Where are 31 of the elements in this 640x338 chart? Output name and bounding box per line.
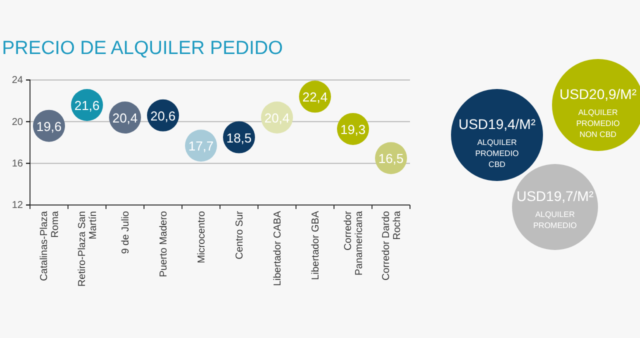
data-label: 20,4	[264, 110, 290, 126]
data-label: 20,4	[112, 110, 138, 126]
text: USD19,4/M²	[458, 116, 536, 132]
y-tick-label: 20	[12, 116, 24, 128]
x-tick-label: Corredor Panamericana	[343, 210, 365, 276]
chart-title: PRECIO DE ALQUILER PEDIDO	[2, 38, 283, 59]
data-label: 19,3	[340, 122, 366, 137]
text: ALQUILER PROMEDIO CBD	[475, 138, 519, 169]
data-label: 18,5	[226, 130, 252, 146]
x-tick-label: Libertador GBA	[310, 210, 322, 280]
x-tick-label: Retiro-Plaza San Martín	[77, 211, 99, 287]
text: ALQUILER PROMEDIO	[533, 210, 577, 230]
y-tick-label: 24	[12, 75, 24, 86]
y-tick-label: 12	[12, 200, 24, 212]
data-label: 20,6	[150, 108, 176, 124]
x-tick-label: Libertador CABA	[272, 210, 284, 286]
data-label: 21,6	[74, 98, 100, 113]
y-tick-label: 16	[12, 158, 24, 170]
x-tick-label: Centro Sur	[234, 210, 246, 260]
data-label: 17,7	[188, 138, 214, 154]
x-tick-label: Microcentro	[196, 210, 208, 264]
data-label: 22,4	[302, 90, 328, 105]
data-label: 16,5	[378, 151, 404, 166]
x-tick-label: Corredor Dardo Rocha	[381, 210, 403, 280]
text: USD20,9/M²	[559, 86, 637, 102]
text: ALQUILER PROMEDIO NON CBD	[576, 108, 620, 139]
x-tick-label: Catalinas-Plaza Roma	[39, 210, 61, 282]
x-tick-label: 9 de Julio	[120, 210, 132, 254]
x-tick-label: Puerto Madero	[158, 210, 170, 278]
data-label: 19,6	[36, 118, 62, 134]
text: USD19,7/M²	[516, 188, 594, 204]
